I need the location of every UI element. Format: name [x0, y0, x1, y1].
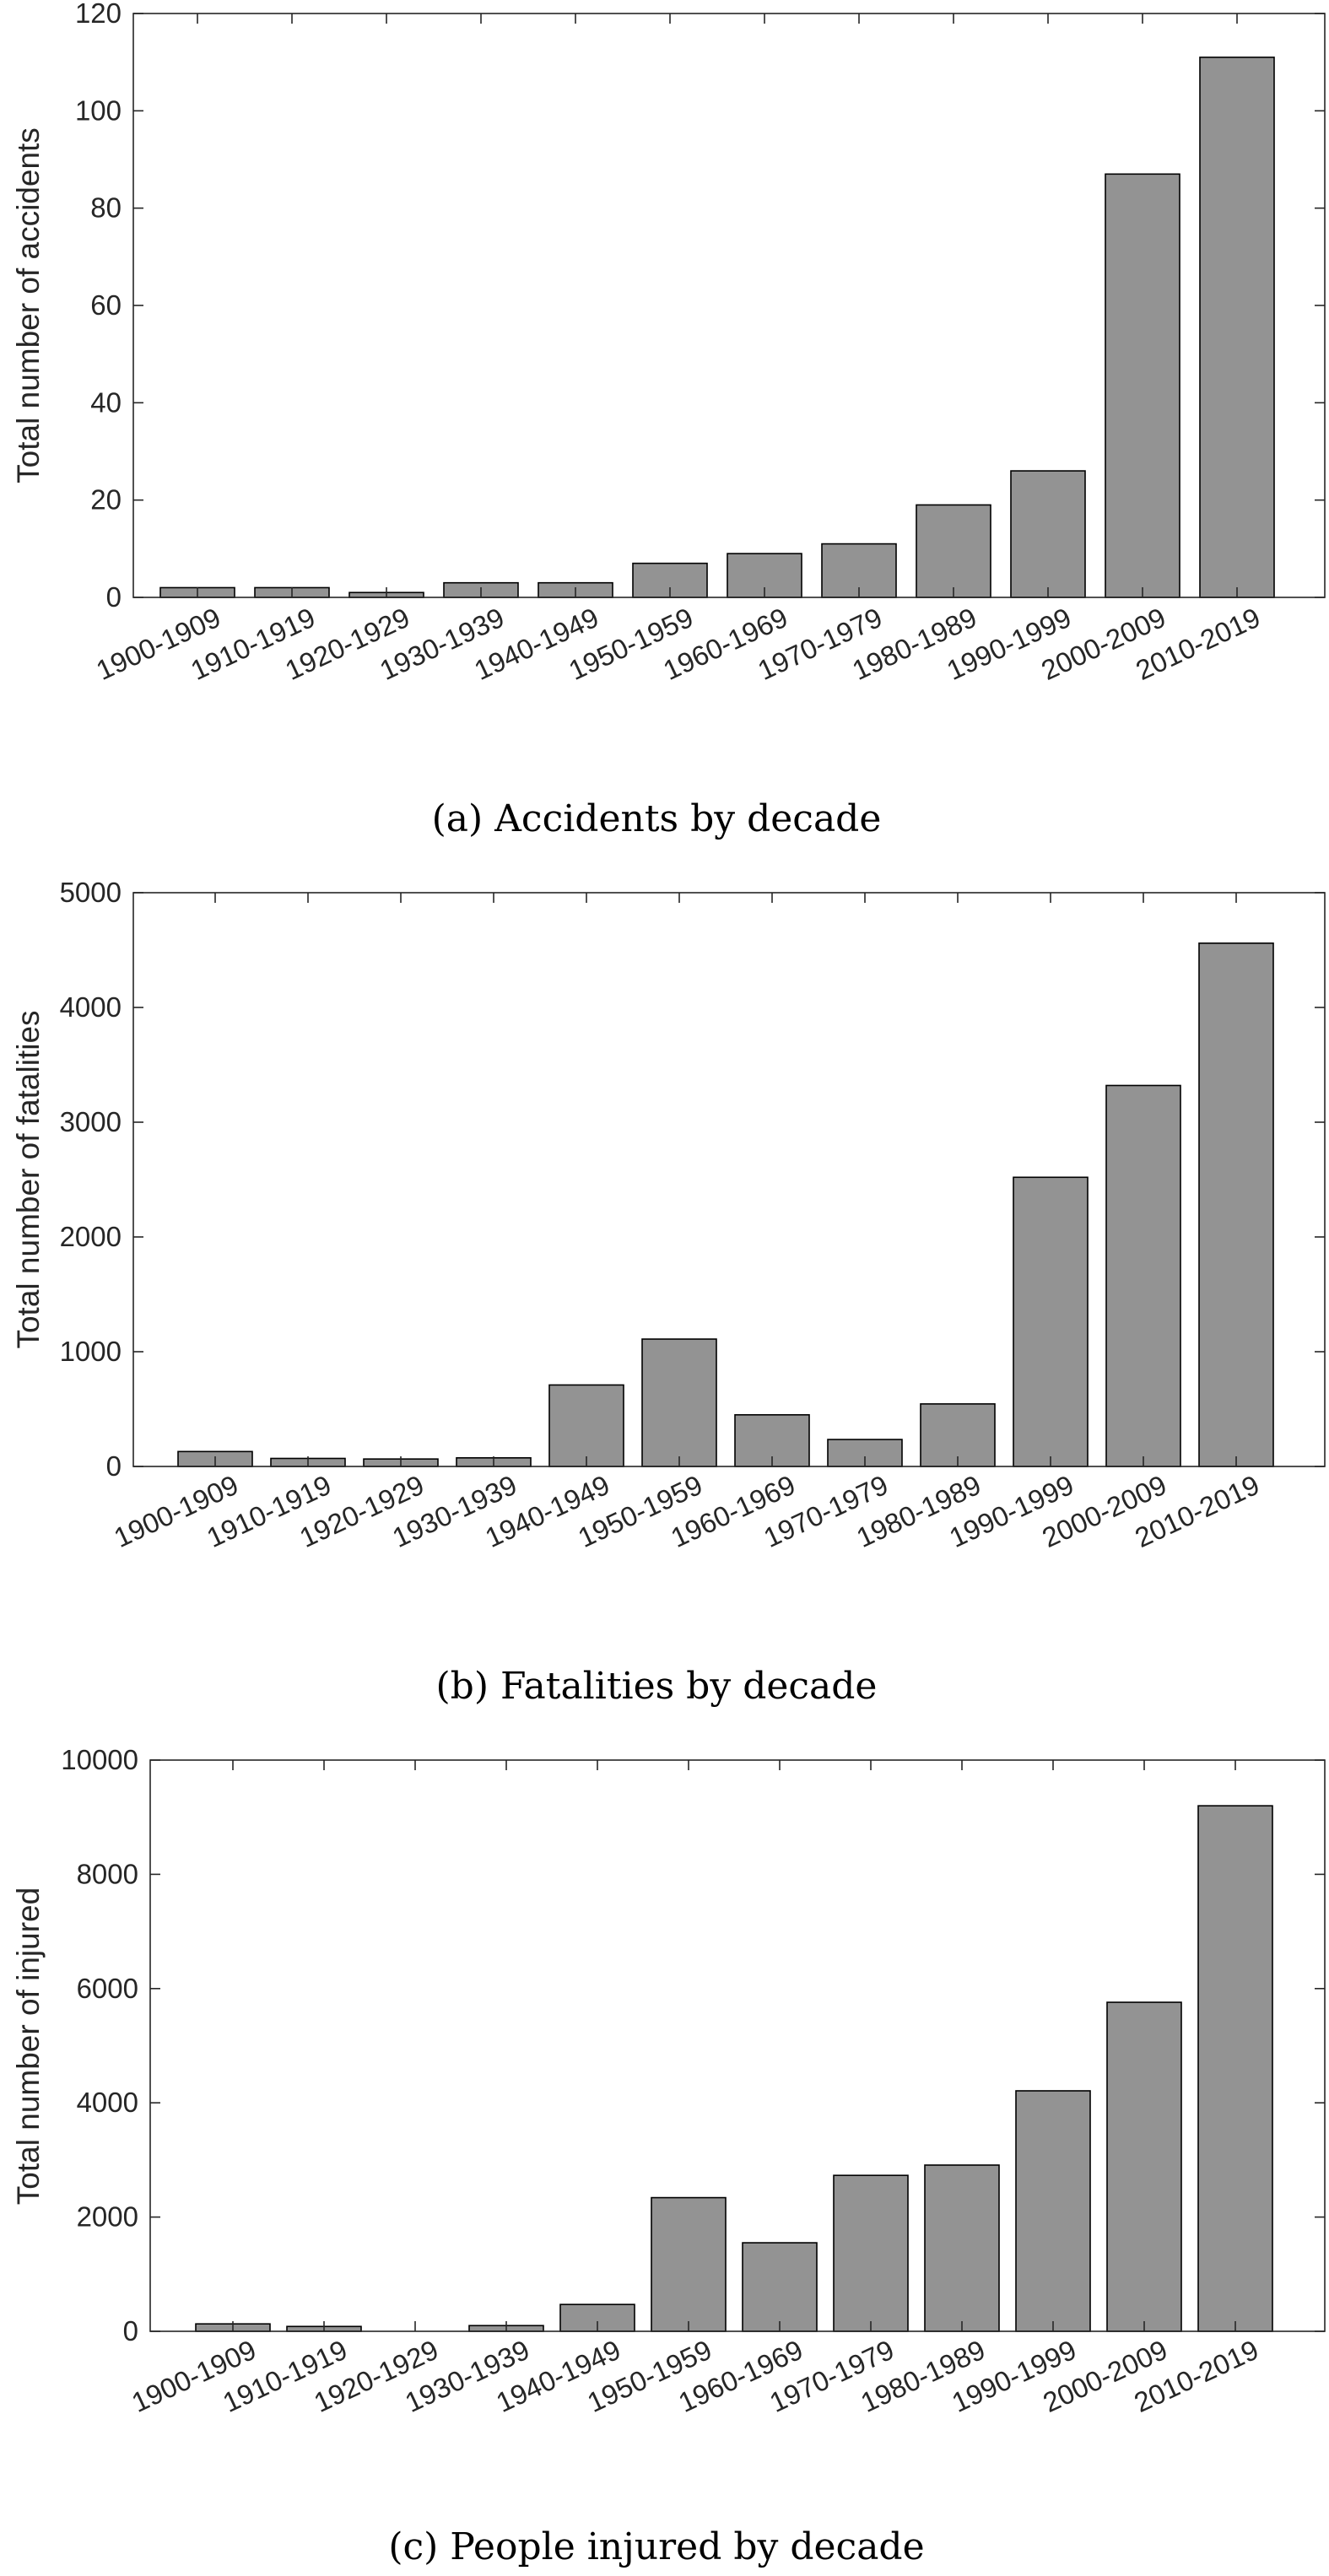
chart-2: 02000400060008000100001900-19091910-1919…: [11, 1744, 1326, 2568]
y-tick-label: 2000: [77, 2201, 138, 2233]
axes-frame: [132, 892, 1326, 1467]
y-tick-label: 1000: [60, 1336, 122, 1367]
y-axis-label: Total number of fatalities: [11, 1010, 46, 1348]
bar-1950-1959: [651, 2196, 727, 2332]
chart-caption: (c) People injured by decade: [388, 2525, 924, 2568]
bar-2000-2009: [1106, 2001, 1182, 2332]
bar-2010-2019: [1199, 57, 1275, 598]
y-tick-label: 0: [123, 2315, 138, 2346]
chart-0: 0204060801001201900-19091910-19191920-19…: [11, 0, 1326, 840]
y-tick-label: 8000: [77, 1858, 138, 1889]
y-tick-label: 0: [106, 581, 122, 613]
bar-1990-1999: [1015, 2090, 1091, 2332]
bar-1990-1999: [1010, 470, 1086, 598]
bar-2000-2009: [1105, 173, 1180, 598]
bar-1950-1959: [641, 1338, 717, 1467]
bar-2000-2009: [1105, 1084, 1181, 1467]
bar-2010-2019: [1198, 942, 1274, 1467]
y-tick-label: 6000: [77, 1973, 138, 2004]
y-tick-label: 10000: [61, 1744, 138, 1775]
y-tick-label: 100: [75, 95, 122, 126]
chart-caption: (a) Accidents by decade: [432, 797, 882, 840]
chart-1: 0100020003000400050001900-19091910-19191…: [11, 877, 1326, 1708]
y-tick-label: 20: [90, 484, 122, 516]
y-tick-label: 80: [90, 192, 122, 224]
bar-1980-1989: [920, 1403, 996, 1467]
y-tick-label: 120: [75, 0, 122, 29]
bar-1960-1969: [742, 2242, 818, 2332]
y-tick-label: 4000: [77, 2087, 138, 2118]
y-axis-label: Total number of accidents: [11, 127, 46, 483]
y-tick-label: 0: [106, 1450, 122, 1482]
bar-1980-1989: [924, 2164, 1000, 2332]
y-axis-label: Total number of injured: [11, 1887, 46, 2205]
bar-1970-1979: [833, 2174, 909, 2332]
bar-2010-2019: [1197, 1805, 1273, 2332]
chart-caption: (b) Fatalities by decade: [436, 1665, 878, 1708]
bar-1940-1949: [559, 2303, 635, 2332]
bar-1990-1999: [1013, 1176, 1089, 1467]
bar-1940-1949: [548, 1384, 624, 1467]
y-tick-label: 40: [90, 386, 122, 418]
y-tick-label: 4000: [60, 991, 122, 1023]
axes-frame: [149, 1759, 1326, 2332]
y-tick-label: 2000: [60, 1221, 122, 1252]
y-tick-label: 5000: [60, 877, 122, 908]
y-tick-label: 60: [90, 289, 122, 321]
y-tick-label: 3000: [60, 1106, 122, 1137]
bar-1980-1989: [916, 504, 991, 598]
